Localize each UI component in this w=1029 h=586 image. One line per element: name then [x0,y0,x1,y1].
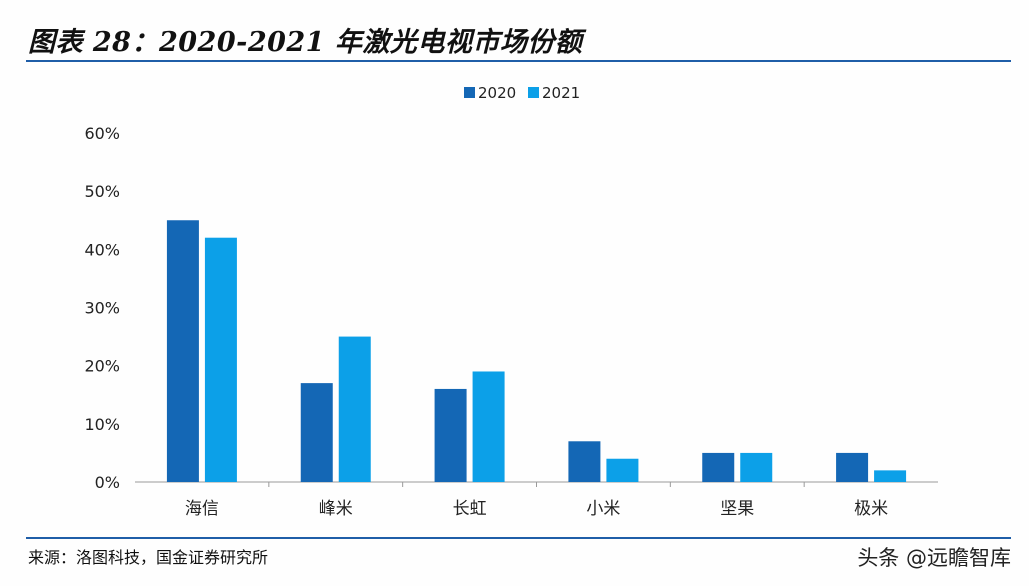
footer-rule [26,537,1011,539]
bar-2021-2: 峰米 2021: 25% [338,336,371,482]
y-tick-label: 0% [95,473,120,492]
title-rule [26,60,1011,62]
legend-swatch-2020 [464,87,475,98]
bar-2020-4: 小米 2020: 7% [568,441,601,482]
y-tick-label: 40% [84,240,120,259]
y-tick-label: 10% [84,415,120,434]
bar-2020-3: 长虹 2020: 16% [434,388,467,482]
bar-2020-6: 极米 2020: 5% [836,452,869,482]
legend-label-2021: 2021 [542,84,580,102]
x-category-label: 小米 [586,499,620,519]
y-tick-label: 60% [84,124,120,143]
y-tick-label: 50% [84,182,120,201]
bar-2021-3: 长虹 2021: 19% [472,371,505,482]
y-tick-label: 20% [84,357,120,376]
bar-2020-2: 峰米 2020: 17% [300,383,333,482]
x-category-label: 峰米 [319,499,353,519]
legend-swatch-2021 [528,87,539,98]
bar-2021-6: 极米 2021: 2% [874,470,907,482]
x-category-label: 海信 [185,499,219,519]
x-category-label: 极米 [854,499,888,519]
bar-2020-5: 坚果 2020: 5% [702,452,735,482]
bar-2021-4: 小米 2021: 4% [606,458,639,482]
x-category-label: 长虹 [453,499,487,519]
legend-label-2020: 2020 [478,84,516,102]
watermark-text: 头条 @远瞻智库 [857,546,1011,570]
bar-2021-1: 海信 2021: 42% [204,237,237,482]
x-category-label: 坚果 [720,499,754,519]
chart-title: 图表 28：2020-2021 年激光电视市场份额 [28,27,583,58]
y-tick-label: 30% [84,299,120,318]
source-note: 来源：洛图科技，国金证券研究所 [28,548,269,567]
bar-2021-5: 坚果 2021: 5% [740,452,773,482]
bar-2020-1: 海信 2020: 45% [166,220,199,482]
